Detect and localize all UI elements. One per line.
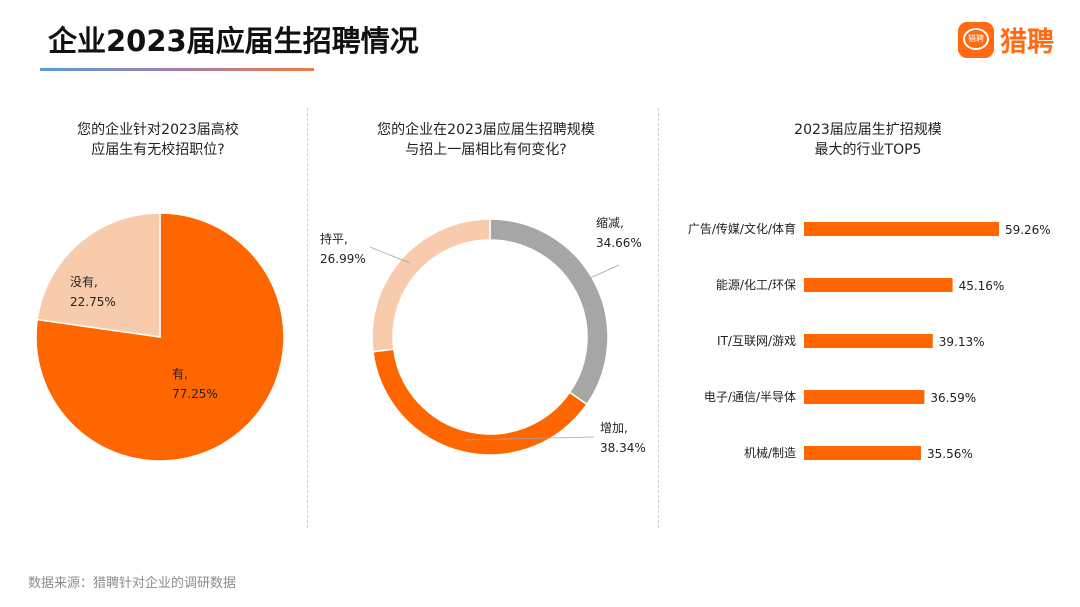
- donut-label-value: 26.99%: [320, 252, 366, 266]
- donut-label-name: 持平,: [320, 232, 348, 246]
- bar-category-label: 电子/通信/半导体: [704, 390, 796, 404]
- bar-category-label: IT/互联网/游戏: [717, 334, 796, 348]
- pie-label-value: 22.75%: [70, 295, 116, 309]
- bar-4: [804, 446, 921, 460]
- title-line: 2023届应届生扩招规模: [794, 122, 942, 138]
- logo-icon: 猎聘: [958, 21, 994, 58]
- title-line: 您的企业针对2023届高校: [77, 122, 239, 138]
- bar-value-label: 35.56%: [927, 447, 973, 461]
- donut-label-value: 38.34%: [600, 441, 646, 455]
- donut-label-name: 缩减,: [596, 216, 624, 230]
- donut-label-name: 增加,: [600, 421, 628, 435]
- logo-mark-text: 猎聘: [963, 27, 989, 50]
- logo-text: 猎聘: [1000, 27, 1054, 58]
- liepin-logo: 猎聘 猎聘: [958, 20, 1054, 59]
- bar-1: [804, 278, 953, 292]
- donut-segment-1: [372, 348, 588, 456]
- divider: [658, 108, 659, 528]
- leader-line-1: [464, 436, 595, 441]
- divider: [307, 108, 308, 528]
- title-line: 您的企业在2023届应届生招聘规模: [377, 122, 595, 138]
- title-line: 与招上一届相比有何变化?: [405, 142, 567, 158]
- bar-value-label: 59.26%: [1005, 223, 1051, 237]
- leader-line-0: [587, 264, 620, 280]
- bar-0: [804, 222, 999, 236]
- leader-line-2: [369, 246, 411, 264]
- bar-category-label: 机械/制造: [744, 445, 796, 460]
- donut-chart-title: 您的企业在2023届应届生招聘规模 与招上一届相比有何变化?: [336, 120, 636, 160]
- pie-label-name: 有,: [172, 367, 188, 381]
- title-line: 应届生有无校招职位?: [91, 142, 225, 158]
- donut-segment-0: [489, 218, 609, 406]
- bar-category-label: 能源/化工/环保: [716, 278, 796, 292]
- bar-category-label: 广告/传媒/文化/体育: [688, 221, 796, 236]
- title-line: 最大的行业TOP5: [814, 142, 922, 158]
- bar-value-label: 36.59%: [930, 391, 976, 405]
- pie-label-value: 77.25%: [172, 387, 218, 401]
- bar-3: [804, 390, 925, 404]
- pie-label-name: 没有,: [70, 275, 98, 289]
- bar-value-label: 45.16%: [959, 279, 1005, 293]
- bar-value-label: 39.13%: [939, 335, 985, 349]
- title-underline: [40, 68, 314, 71]
- bar-chart-title: 2023届应届生扩招规模 最大的行业TOP5: [718, 120, 1018, 160]
- bar-2: [804, 334, 933, 348]
- donut-segment-2: [371, 218, 491, 353]
- page-title: 企业2023届应届生招聘情况: [48, 24, 419, 58]
- pie-chart-title: 您的企业针对2023届高校 应届生有无校招职位?: [8, 120, 308, 160]
- pie-slice-1: [36, 212, 161, 338]
- data-source: 数据来源：猎聘针对企业的调研数据: [28, 576, 237, 591]
- donut-label-value: 34.66%: [596, 236, 642, 250]
